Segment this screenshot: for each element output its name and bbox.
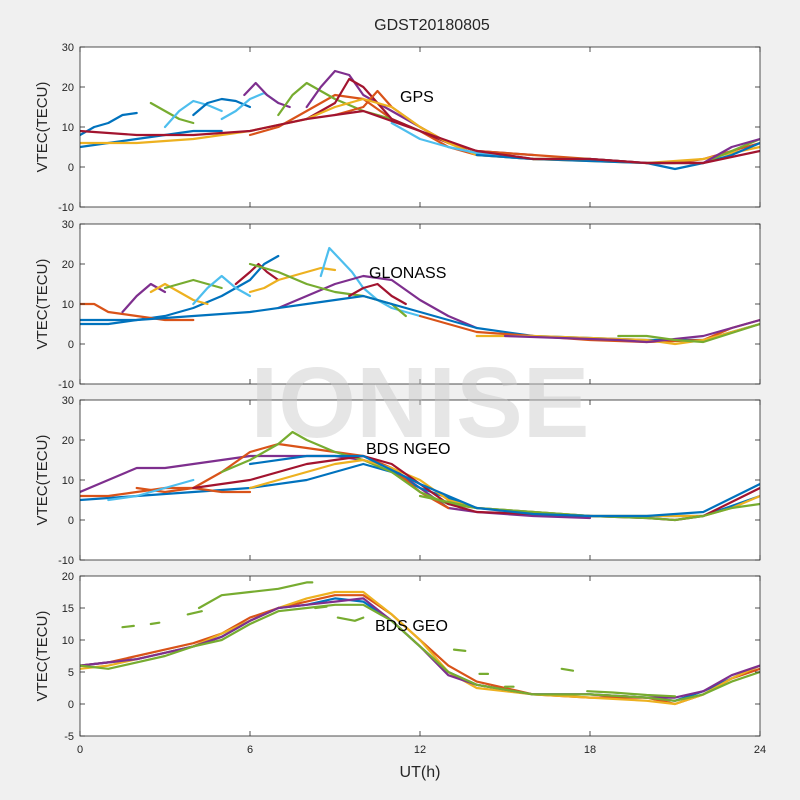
- y-tick-label-glonass-4: 30: [62, 219, 74, 231]
- series-line-gps-6: [243, 81, 291, 109]
- x-tick-label-4: 24: [754, 744, 766, 756]
- y-tick-label-bds-ngeo-0: -10: [58, 555, 74, 567]
- annotation-bds-geo: BDS GEO: [375, 618, 448, 635]
- series-line-gps-0: [80, 111, 138, 137]
- y-tick-label-bds-geo-5: 20: [62, 571, 74, 583]
- series-line-glonass-3: [149, 282, 209, 306]
- y-tick-label-gps-2: 10: [62, 122, 74, 134]
- series-line-bds-geo-7: [149, 621, 161, 626]
- y-tick-label-glonass-2: 10: [62, 299, 74, 311]
- y-tick-label-gps-1: 0: [68, 162, 74, 174]
- y-tick-label-bds-geo-2: 5: [68, 667, 74, 679]
- series-line-glonass-15: [503, 318, 760, 344]
- y-tick-label-glonass-3: 20: [62, 259, 74, 271]
- y-tick-label-bds-ngeo-4: 30: [62, 395, 74, 407]
- y-tick-label-bds-ngeo-2: 10: [62, 475, 74, 487]
- series-line-glonass-11: [348, 282, 407, 306]
- series-line-glonass-8: [319, 246, 422, 318]
- panel-gps: -10 0 10 20 30 VTEC(TECU) GPS: [34, 42, 761, 214]
- series-line-bds-geo-8: [186, 610, 203, 616]
- y-axis-label-bds-geo: VTEC(TECU): [34, 611, 51, 702]
- series-line-gps-4: [192, 97, 252, 117]
- panels: -10 0 10 20 30 VTEC(TECU) GPS -10 0 10 20 30 VTEC(TE…: [34, 42, 766, 756]
- y-axis-label-glonass: VTEC(TECU): [34, 259, 51, 350]
- series-line-glonass-1: [80, 302, 195, 322]
- y-tick-label-bds-geo-3: 10: [62, 635, 74, 647]
- series-line-bds-geo-5: [197, 581, 314, 610]
- series-line-bds-geo-13: [560, 667, 575, 672]
- series-group-bds-ngeo: [80, 430, 760, 522]
- panel-glonass: -10 0 10 20 30 VTEC(TECU) GLONASS: [34, 219, 761, 391]
- series-line-bds-geo-6: [121, 624, 135, 629]
- series-line-bds-geo-9: [314, 605, 328, 610]
- y-tick-label-bds-ngeo-3: 20: [62, 435, 74, 447]
- y-tick-label-gps-4: 30: [62, 42, 74, 54]
- y-tick-label-gps-3: 20: [62, 82, 74, 94]
- y-tick-label-bds-ngeo-1: 0: [68, 515, 74, 527]
- annotation-bds-ngeo: BDS NGEO: [366, 441, 450, 458]
- series-line-glonass-16: [617, 322, 760, 344]
- x-tick-label-2: 12: [414, 744, 426, 756]
- series-line-glonass-6: [234, 262, 280, 286]
- series-line-bds-geo-15: [586, 690, 677, 698]
- figure-title: GDST20180805: [374, 17, 490, 34]
- series-line-glonass-9: [277, 274, 478, 330]
- series-group-bds-geo: [80, 581, 760, 706]
- panel-bds-ngeo: -10 0 10 20 30 VTEC(TECU) BDS NGEO: [34, 395, 761, 567]
- series-line-bds-ngeo-5: [107, 478, 195, 502]
- series-line-gps-3: [163, 99, 223, 129]
- series-group-glonass: [80, 246, 760, 346]
- annotation-gps: GPS: [400, 89, 434, 106]
- y-tick-label-glonass-0: -10: [58, 379, 74, 391]
- y-axis-label-bds-ngeo: VTEC(TECU): [34, 435, 51, 526]
- series-line-glonass-7: [248, 266, 337, 294]
- y-tick-label-glonass-1: 0: [68, 339, 74, 351]
- series-line-gps-8: [277, 81, 422, 133]
- series-line-bds-ngeo-3: [220, 430, 478, 510]
- watermark: IONISE: [251, 347, 590, 459]
- y-tick-label-gps-0: -10: [58, 202, 74, 214]
- series-line-gps-17: [80, 109, 760, 165]
- series-line-bds-geo-4: [80, 603, 760, 702]
- series-line-bds-geo-3: [80, 597, 760, 699]
- series-line-glonass-0: [80, 254, 280, 326]
- series-line-bds-geo-11: [452, 648, 467, 653]
- series-line-bds-geo-10: [336, 616, 365, 622]
- plot-area-bds-geo: [80, 576, 760, 736]
- annotation-glonass: GLONASS: [369, 265, 446, 282]
- y-tick-label-bds-geo-1: 0: [68, 699, 74, 711]
- y-tick-label-bds-geo-4: 15: [62, 603, 74, 615]
- series-group-gps: [80, 69, 760, 171]
- y-axis-label-gps: VTEC(TECU): [34, 82, 51, 173]
- series-line-bds-geo-1: [80, 594, 760, 706]
- x-tick-label-0: 0: [77, 744, 83, 756]
- x-tick-label-3: 18: [584, 744, 596, 756]
- x-tick-label-1: 6: [247, 744, 253, 756]
- series-line-gps-2: [149, 101, 195, 125]
- x-axis-label: UT(h): [400, 764, 441, 781]
- series-line-glonass-5: [192, 274, 252, 306]
- series-line-bds-ngeo-9: [248, 454, 760, 518]
- y-tick-label-bds-geo-0: -5: [64, 731, 74, 743]
